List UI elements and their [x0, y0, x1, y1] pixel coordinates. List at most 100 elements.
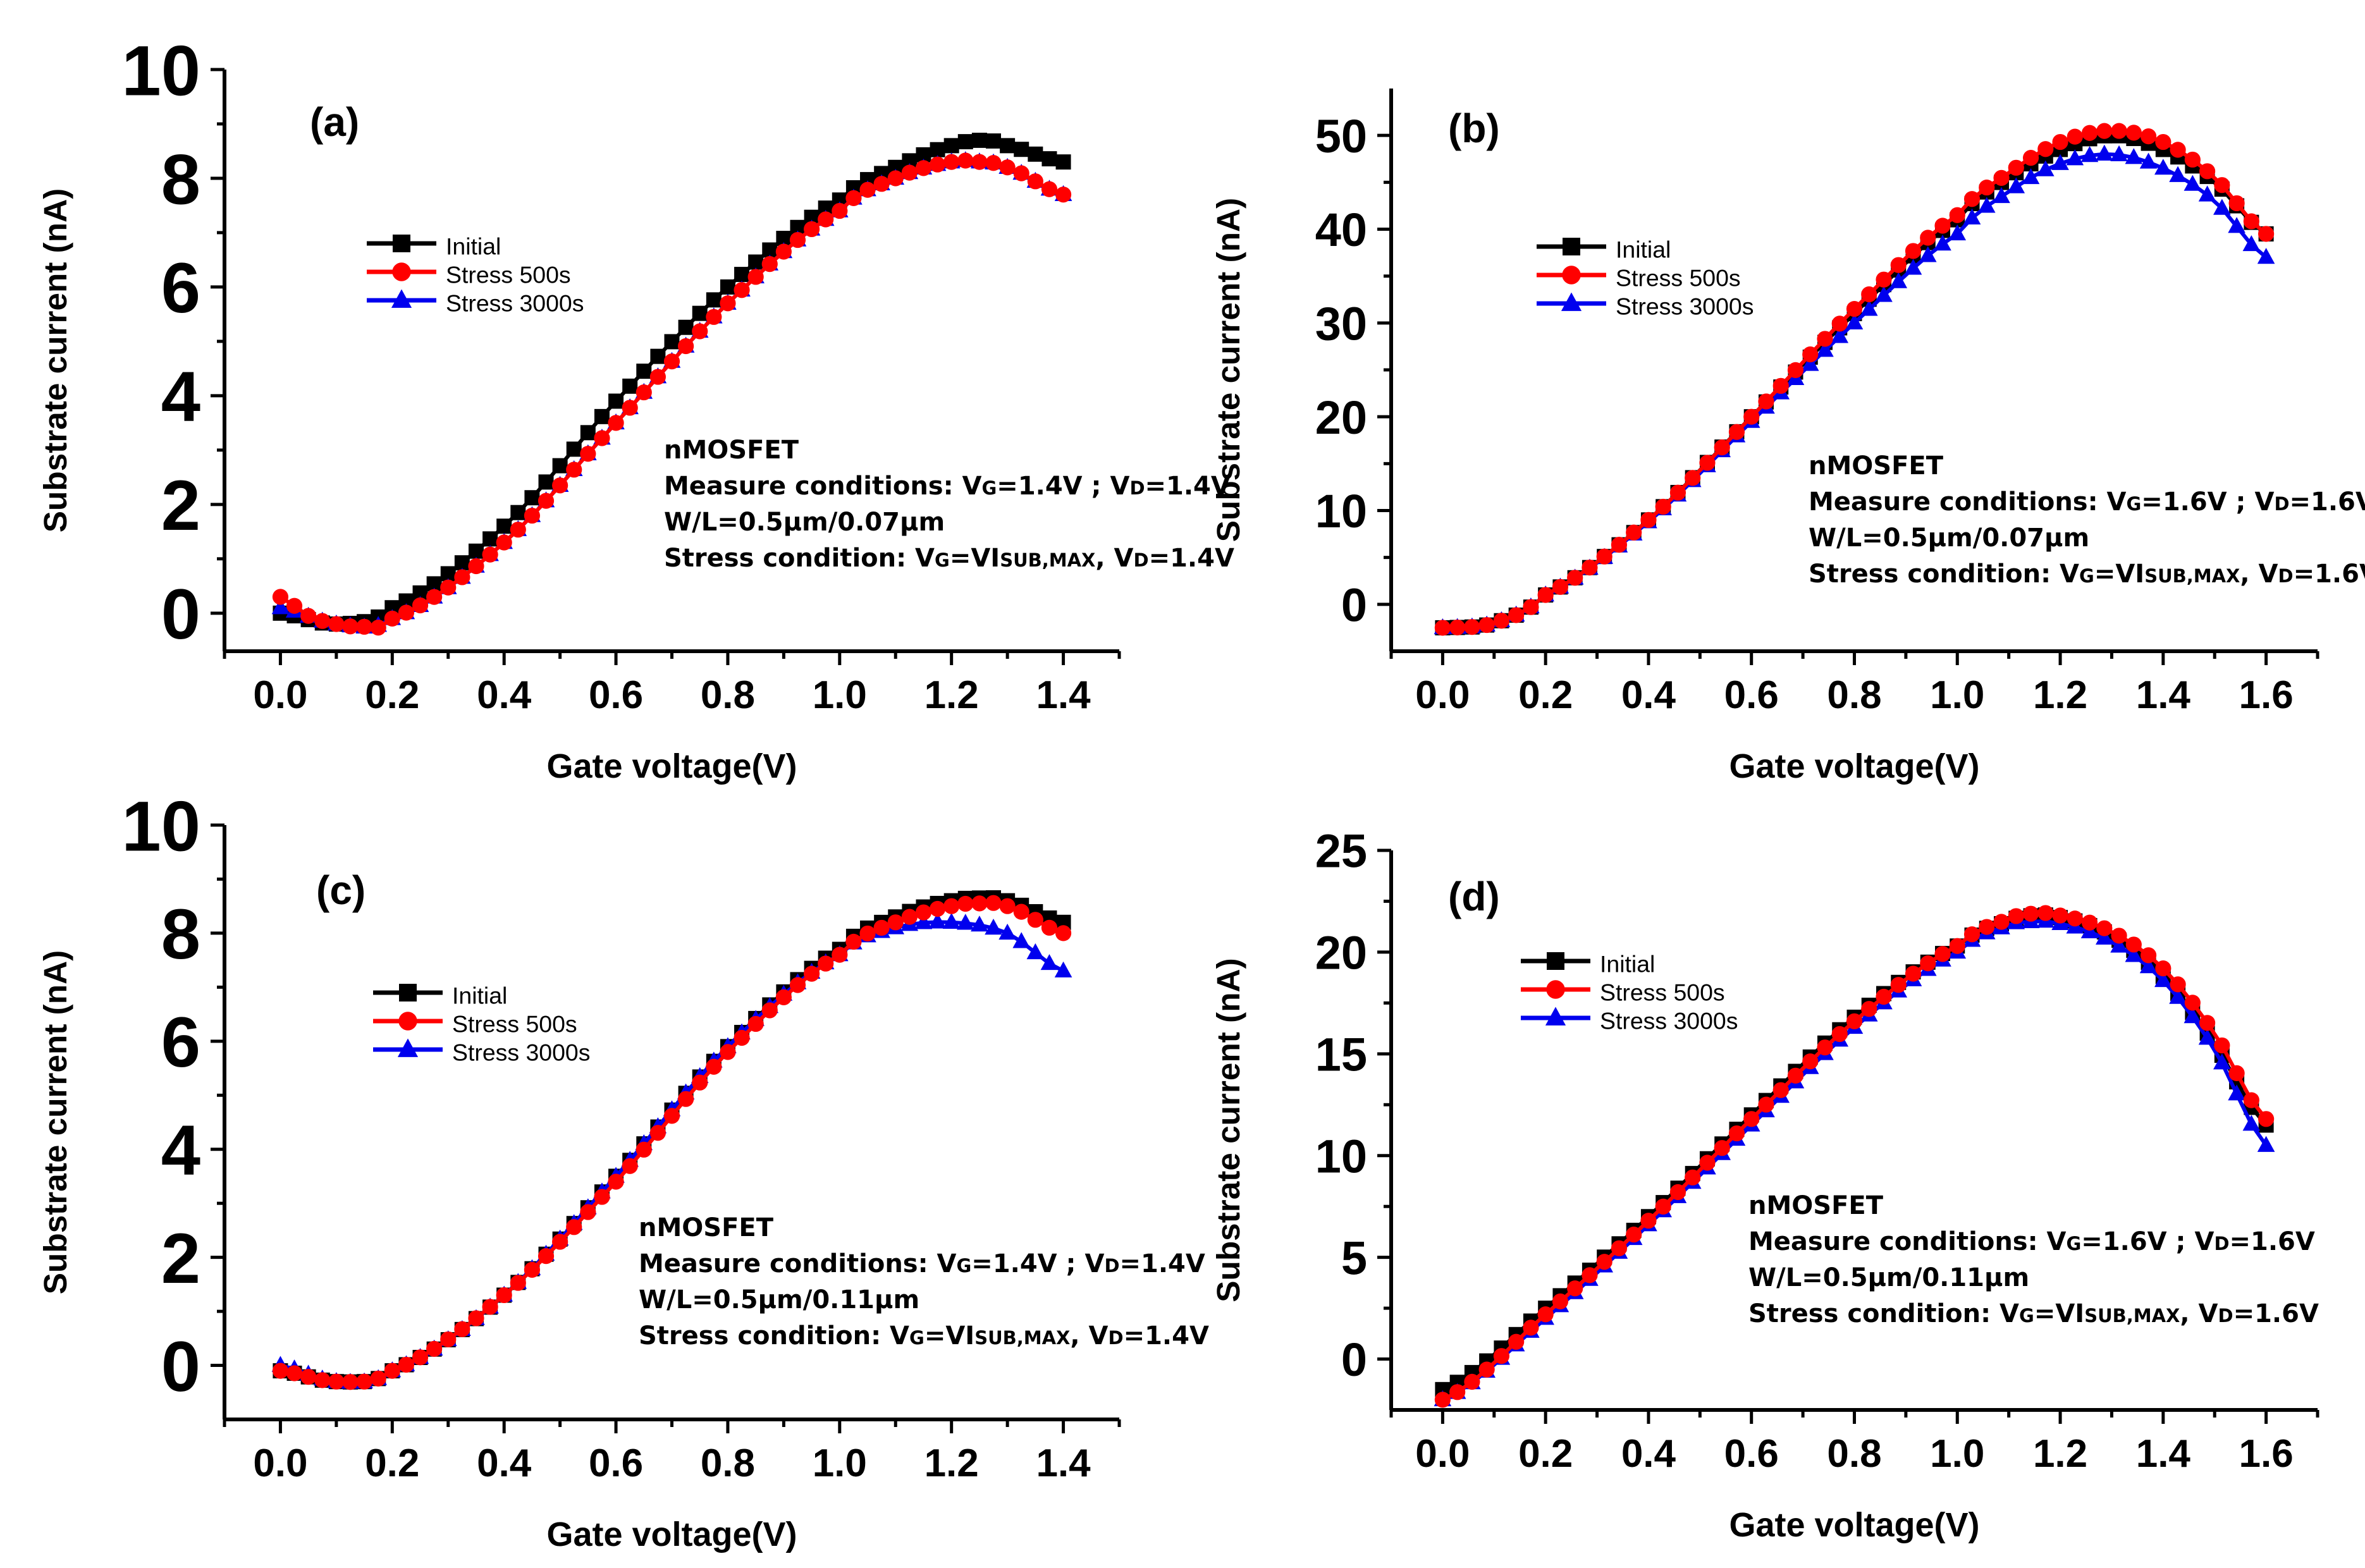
y-tick-label: 8	[161, 140, 200, 219]
legend-entry: Stress 3000s	[452, 1039, 590, 1065]
subscript-text: SUB,MAX	[974, 1327, 1070, 1349]
data-point	[1963, 208, 1981, 224]
data-point	[2170, 976, 2186, 993]
series-stress-500s	[1434, 905, 2275, 1408]
data-point	[929, 156, 946, 173]
y-tick-label: 4	[161, 357, 200, 436]
subscript-text: SUB,MAX	[2144, 565, 2240, 587]
data-point	[580, 425, 596, 441]
y-axis-label: Substrate current (nA)	[1210, 198, 1246, 542]
annotation-text: =1.4V	[1149, 544, 1234, 573]
data-point	[775, 243, 792, 260]
data-point	[1013, 903, 1029, 920]
y-tick-label: 8	[161, 895, 200, 974]
data-point	[1846, 1013, 1863, 1029]
data-point	[1669, 1184, 1686, 1201]
annotation-text: =VI	[924, 1321, 974, 1351]
data-point	[1920, 230, 1936, 246]
data-point	[1669, 484, 1686, 501]
data-point	[2052, 133, 2068, 150]
data-point	[986, 133, 1002, 149]
data-point	[482, 531, 498, 547]
data-point	[356, 618, 372, 635]
data-point	[2111, 123, 2127, 139]
data-point	[859, 181, 876, 198]
data-point	[636, 1141, 652, 1158]
data-point	[985, 155, 1002, 171]
data-point	[832, 946, 848, 963]
annotation-text: W/L=0.5μm/0.11μm	[639, 1285, 919, 1314]
data-point	[2258, 1111, 2275, 1127]
data-point	[468, 1310, 484, 1326]
data-point	[1963, 926, 1981, 943]
data-point	[426, 589, 443, 605]
data-point	[748, 254, 764, 270]
annotation-text: nMOSFET	[664, 436, 799, 465]
data-point	[412, 1349, 429, 1366]
data-point	[1026, 943, 1045, 960]
data-point	[1905, 965, 1922, 982]
data-point	[608, 415, 624, 431]
x-tick-label: 0.0	[253, 1442, 307, 1485]
x-tick-label: 0.6	[1724, 673, 1779, 717]
data-point	[1876, 988, 1892, 1005]
data-point	[2199, 163, 2216, 180]
subscript-text: D	[2214, 1233, 2229, 1254]
data-point	[845, 190, 862, 206]
data-point	[1012, 932, 1031, 948]
legend-marker	[1545, 1007, 1566, 1026]
data-point	[887, 170, 904, 187]
annotation-text: nMOSFET	[1809, 451, 1944, 481]
data-point	[1040, 953, 1059, 971]
annotation-text: =1.6V	[2294, 560, 2365, 589]
annotation-text: Stress condition: V	[1748, 1299, 2019, 1328]
legend-entry: Stress 3000s	[1600, 1007, 1738, 1034]
annotation-line: Stress condition: VG=VISUB,MAX, VD=1.4V	[639, 1321, 1209, 1351]
legend-marker	[1563, 238, 1580, 255]
data-point	[789, 977, 806, 993]
data-point	[2242, 1115, 2261, 1131]
data-point	[300, 608, 317, 624]
data-point	[1802, 346, 1819, 363]
data-point	[1434, 620, 1451, 636]
annotation-line: Stress condition: VG=VISUB,MAX, VD=1.6V	[1748, 1299, 2319, 1328]
legend-entry: Initial	[446, 233, 501, 259]
data-point	[2139, 152, 2158, 169]
data-point	[1861, 286, 1877, 303]
data-point	[496, 534, 512, 551]
data-point	[2125, 936, 2142, 953]
data-point	[873, 176, 890, 192]
data-point	[2096, 920, 2113, 936]
data-point	[1478, 616, 1495, 634]
data-point	[845, 933, 862, 950]
data-point	[636, 364, 652, 379]
data-point	[1552, 579, 1569, 595]
data-point	[286, 597, 303, 614]
x-tick-label: 1.0	[1930, 1432, 1984, 1476]
annotation-text: =1.4V ; V	[971, 1249, 1104, 1278]
data-point	[2080, 146, 2099, 162]
data-point	[1787, 1067, 1804, 1084]
subscript-text: D	[1108, 1327, 1123, 1349]
data-point	[426, 1340, 443, 1357]
data-point	[1655, 1198, 1671, 1215]
annotation-text: Stress condition: V	[639, 1321, 909, 1351]
legend-entry: Stress 500s	[452, 1010, 577, 1037]
data-point	[1889, 272, 1908, 288]
data-point	[915, 160, 932, 176]
annotation-line: Measure conditions: VG=1.6V ; VD=1.6V	[1748, 1227, 2315, 1256]
data-point	[2110, 145, 2128, 162]
data-point	[1611, 537, 1628, 553]
data-point	[692, 305, 708, 321]
data-point	[2051, 154, 2069, 170]
data-point	[957, 134, 973, 150]
data-point	[663, 353, 680, 370]
data-point	[678, 319, 694, 335]
annotation-text: Stress condition: V	[664, 544, 935, 573]
data-point	[1816, 341, 1834, 357]
y-tick-label: 2	[161, 1219, 200, 1298]
data-point	[1993, 914, 2010, 930]
